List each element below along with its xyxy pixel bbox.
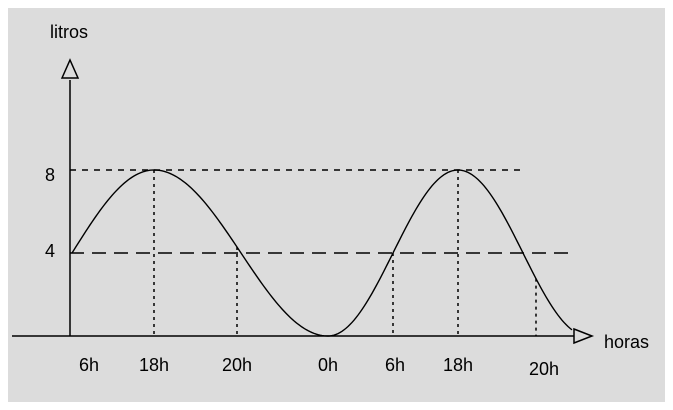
x-tick-label: 20h xyxy=(222,355,252,375)
x-axis-label: horas xyxy=(604,332,649,352)
y-axis-arrow xyxy=(60,58,80,79)
x-tick-label: 20h xyxy=(529,359,559,379)
y-axis-label: litros xyxy=(50,22,88,42)
x-axis-arrow xyxy=(573,327,595,345)
x-tick-label: 6h xyxy=(79,355,99,375)
x-tick-label: 18h xyxy=(139,355,169,375)
x-tick-label: 0h xyxy=(318,355,338,375)
x-tick-label: 18h xyxy=(443,355,473,375)
y-tick-label-4: 4 xyxy=(45,241,55,261)
y-tick-label-8: 8 xyxy=(45,165,55,185)
x-tick-label: 6h xyxy=(385,355,405,375)
series-line xyxy=(71,169,573,337)
